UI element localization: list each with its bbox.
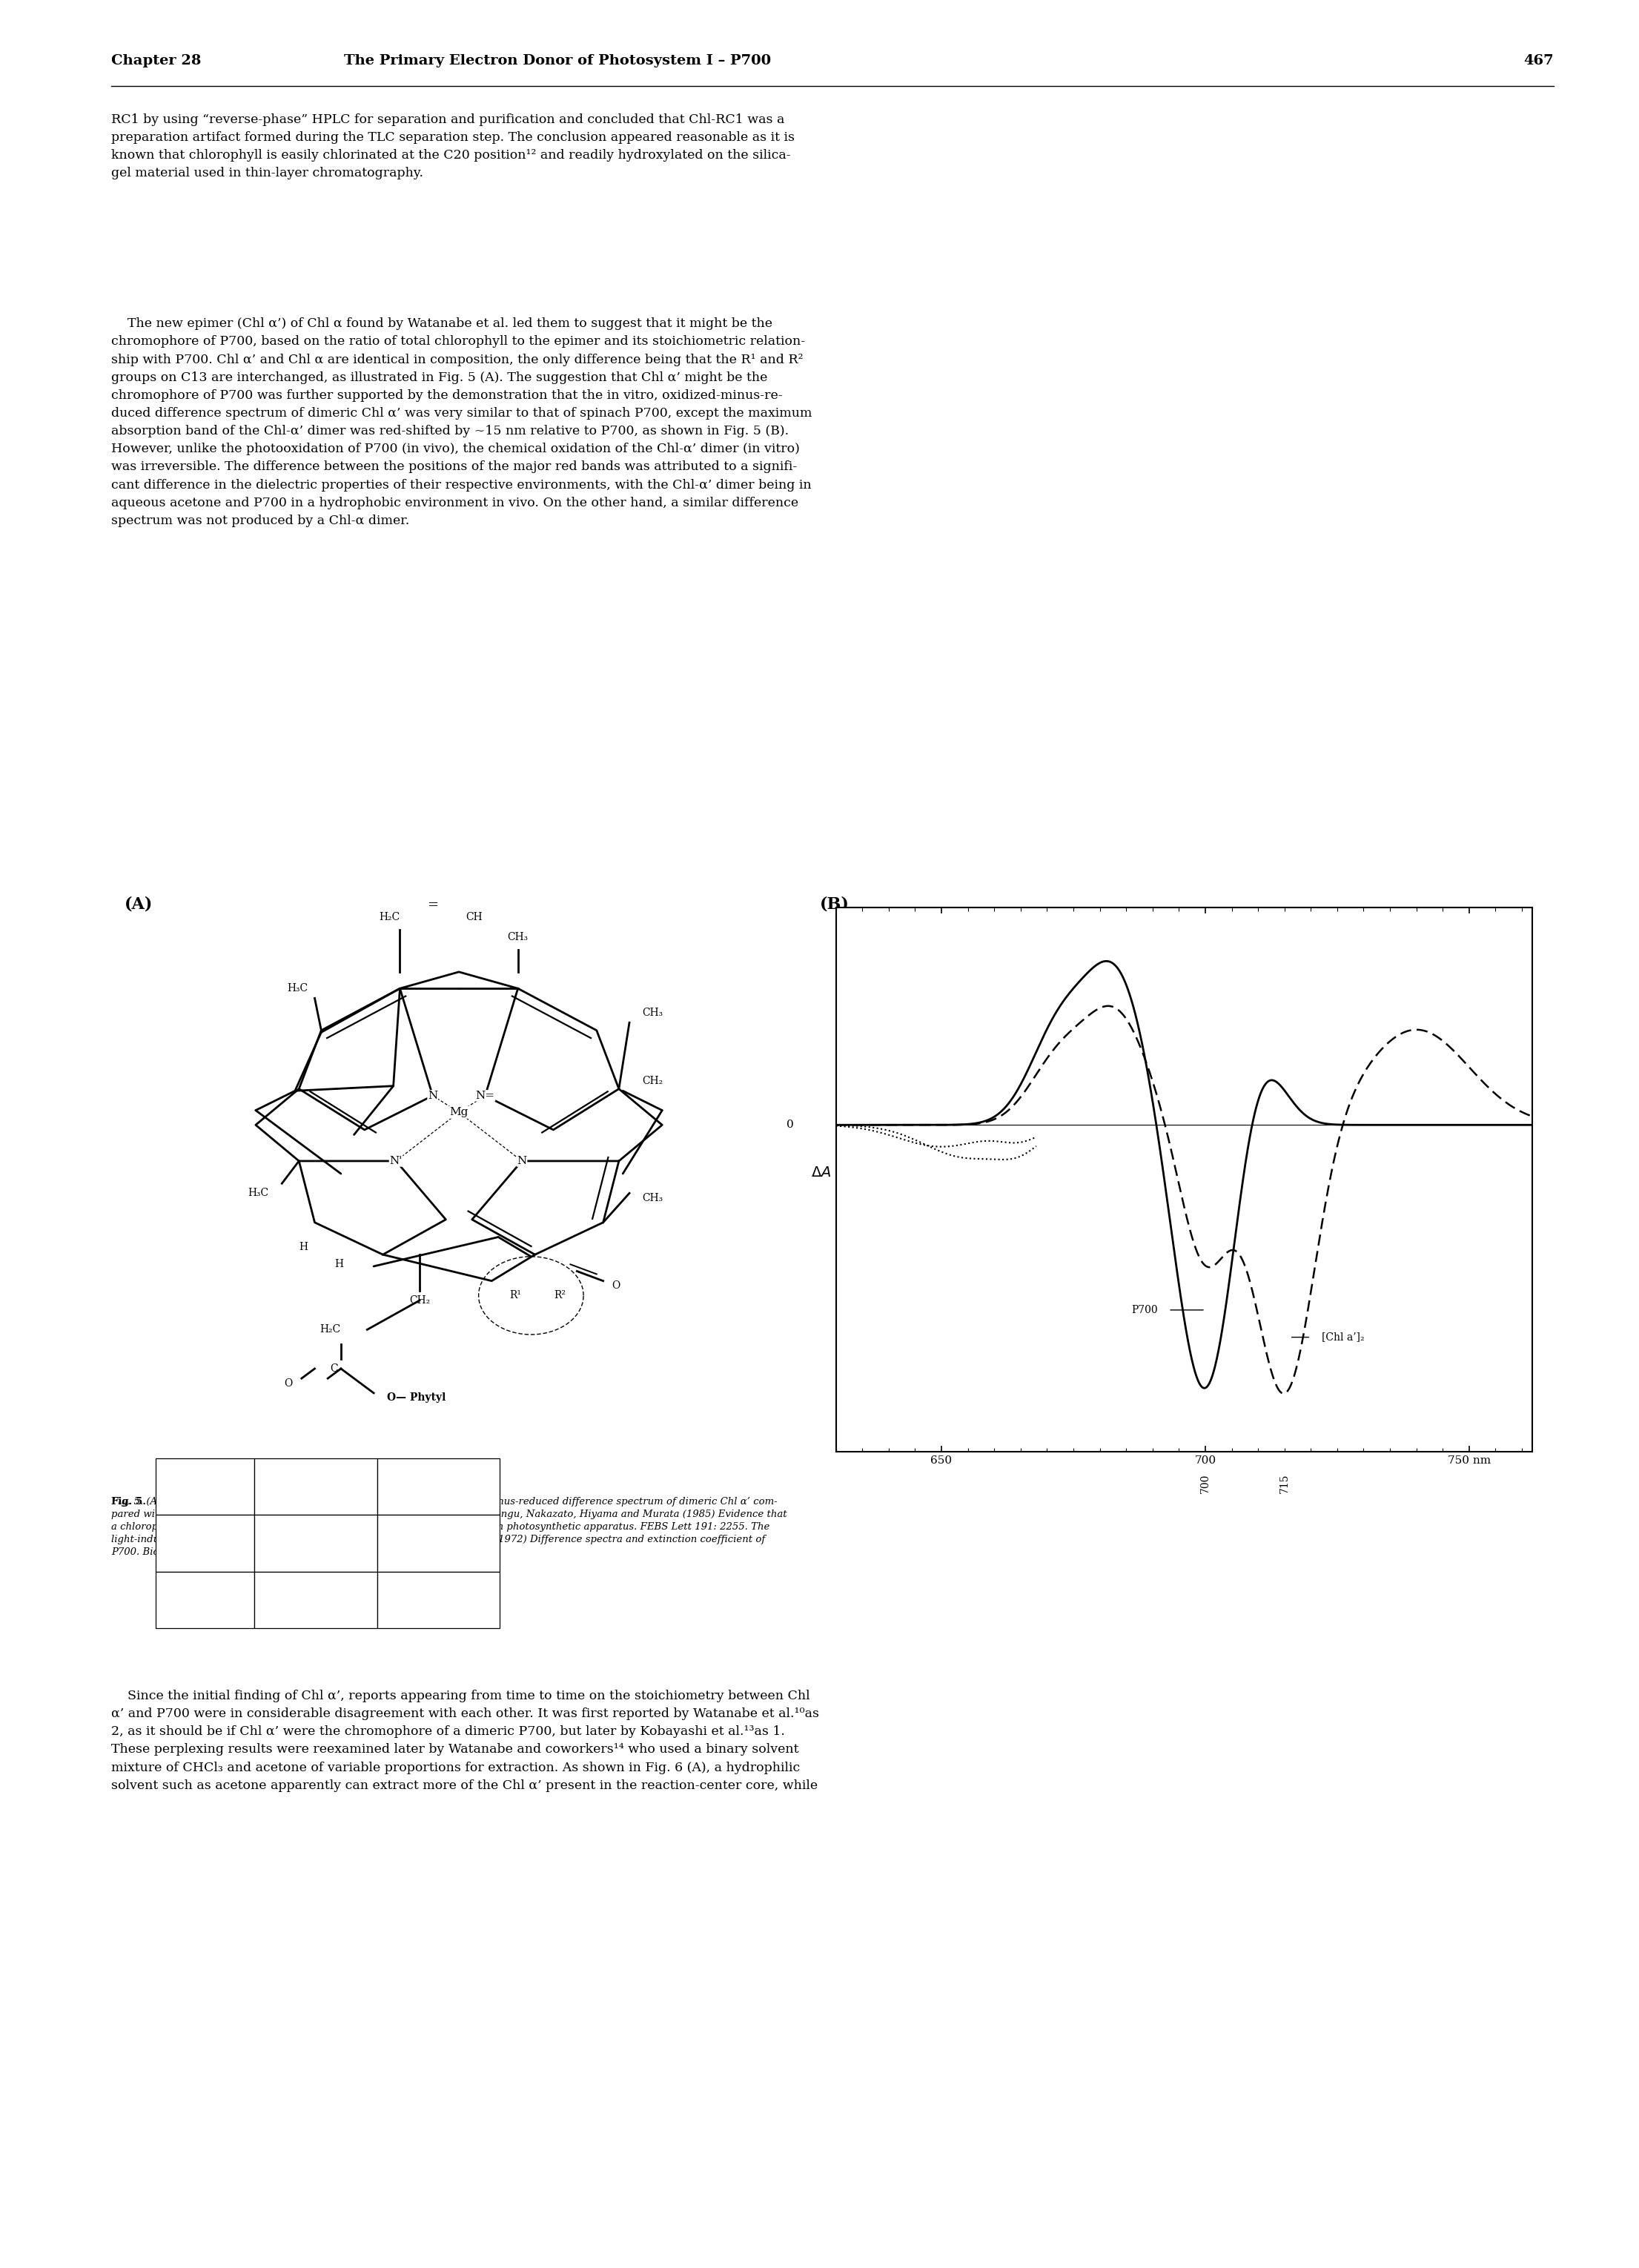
- Text: CH₃: CH₃: [642, 1193, 664, 1204]
- Text: H: H: [434, 1538, 443, 1549]
- Text: CH₂: CH₂: [410, 1295, 429, 1306]
- Text: N': N': [390, 1157, 403, 1166]
- FancyBboxPatch shape: [377, 1572, 500, 1628]
- Text: N=: N=: [475, 1091, 495, 1100]
- FancyBboxPatch shape: [254, 1572, 377, 1628]
- Text: CH₃: CH₃: [642, 1007, 664, 1018]
- Text: 700: 700: [1200, 1474, 1211, 1492]
- Text: O: O: [284, 1379, 293, 1388]
- Text: 0: 0: [787, 1120, 795, 1129]
- Text: RC1 by using “reverse-phase” HPLC for separation and purification and concluded : RC1 by using “reverse-phase” HPLC for se…: [111, 113, 795, 179]
- Text: C: C: [331, 1363, 338, 1374]
- Text: Chl a: Chl a: [192, 1538, 218, 1549]
- Text: R²: R²: [554, 1290, 565, 1302]
- Text: [Chl a’]₂: [Chl a’]₂: [1321, 1331, 1364, 1343]
- FancyBboxPatch shape: [377, 1458, 500, 1515]
- Text: The new epimer (Chl α’) of Chl α found by Watanabe et al. led them to suggest th: The new epimer (Chl α’) of Chl α found b…: [111, 318, 813, 526]
- Text: H: H: [334, 1259, 344, 1270]
- Text: N: N: [428, 1091, 438, 1100]
- Text: 715: 715: [1280, 1474, 1290, 1492]
- Text: CH: CH: [465, 912, 482, 923]
- Text: R¹: R¹: [510, 1290, 521, 1302]
- Text: H₃C: H₃C: [247, 1188, 269, 1198]
- FancyBboxPatch shape: [377, 1515, 500, 1572]
- Text: (A): (A): [125, 896, 152, 912]
- Text: H₃C: H₃C: [287, 984, 308, 993]
- FancyBboxPatch shape: [254, 1515, 377, 1572]
- Text: Fig. 5.: Fig. 5.: [111, 1497, 146, 1506]
- Text: H: H: [300, 1241, 308, 1252]
- Text: 467: 467: [1524, 54, 1554, 68]
- Text: Chapter 28: Chapter 28: [111, 54, 202, 68]
- FancyBboxPatch shape: [156, 1458, 254, 1515]
- Text: P700: P700: [1131, 1304, 1157, 1315]
- Text: H₂C: H₂C: [320, 1325, 341, 1336]
- Text: Chl a’: Chl a’: [190, 1594, 220, 1606]
- Text: The Primary Electron Donor of Photosystem I – P700: The Primary Electron Donor of Photosyste…: [344, 54, 772, 68]
- Text: Since the initial finding of Chl α’, reports appearing from time to time on the : Since the initial finding of Chl α’, rep…: [111, 1690, 820, 1792]
- Text: H₂C: H₂C: [379, 912, 400, 923]
- Text: Fig. 5. (A) Structure of the chlorophyll-α’ epimer; (B) The in vitro oxidized-mi: Fig. 5. (A) Structure of the chlorophyll…: [111, 1497, 787, 1556]
- Text: (B): (B): [820, 896, 849, 912]
- Text: Mg: Mg: [449, 1107, 469, 1118]
- Text: H: H: [311, 1594, 320, 1606]
- Text: COOCH₃: COOCH₃: [416, 1594, 461, 1606]
- Text: O— Phytyl: O— Phytyl: [387, 1393, 446, 1404]
- Text: =: =: [428, 898, 438, 912]
- FancyBboxPatch shape: [156, 1515, 254, 1572]
- Text: R¹: R¹: [310, 1481, 321, 1492]
- Y-axis label: $\Delta A$: $\Delta A$: [811, 1166, 831, 1179]
- Text: O: O: [611, 1281, 621, 1290]
- Text: COOCH₃: COOCH₃: [293, 1538, 338, 1549]
- Text: CH₂: CH₂: [642, 1075, 664, 1086]
- Text: R²: R²: [433, 1481, 444, 1492]
- Text: N: N: [516, 1157, 526, 1166]
- Text: CH₃: CH₃: [508, 932, 528, 943]
- FancyBboxPatch shape: [254, 1458, 377, 1515]
- FancyBboxPatch shape: [156, 1572, 254, 1628]
